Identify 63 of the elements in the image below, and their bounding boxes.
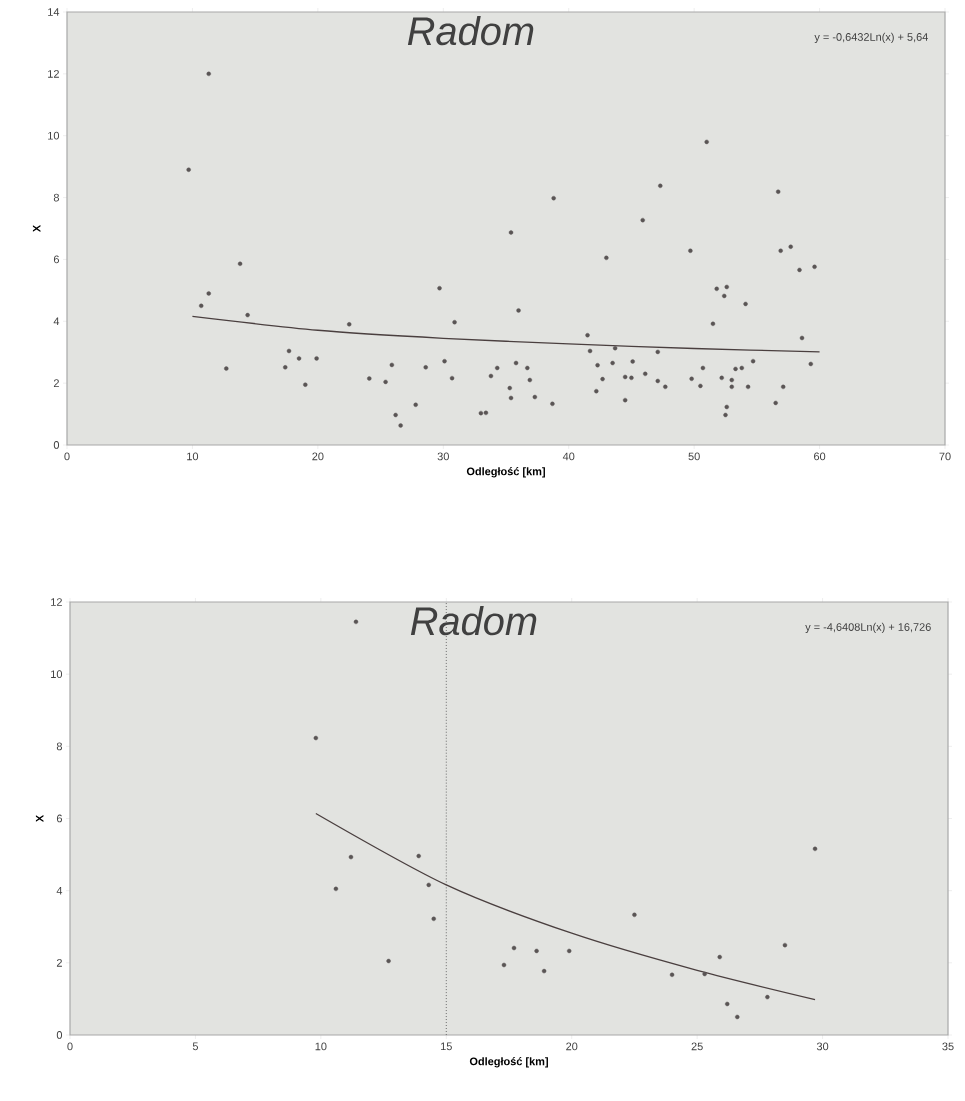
y-tick-label: 8 [56,742,62,751]
x-tick-label: 20 [312,452,324,461]
point [735,1014,740,1020]
point [353,619,359,625]
point [348,854,354,860]
y-tick-label: 10 [51,670,63,679]
x-tick-label: 50 [688,452,700,461]
annotation: y = -0,6432Ln(x) + 5,64 [814,32,928,44]
point [632,912,637,918]
y-tick-label: 8 [53,193,59,202]
x-tick-label: 10 [187,452,199,461]
point [567,948,572,954]
x-axis-title: Odległość [km] [466,467,545,478]
y-tick-label: 6 [53,255,59,264]
point [541,968,547,974]
point [386,958,391,964]
point [416,853,421,859]
annotation: y = -4,6408Ln(x) + 16,726 [805,622,931,634]
y-tick-label: 6 [56,814,62,823]
point [812,846,818,851]
y-tick-label: 0 [53,441,60,449]
x-tick-label: 20 [566,1042,578,1051]
point [669,972,675,977]
point [765,994,770,1000]
point [717,954,722,960]
line-series [315,812,816,1001]
y-axis-title: X [35,814,44,823]
y-tick-label: 12 [51,598,62,606]
x-tick-label: 35 [942,1042,954,1051]
point [511,945,517,951]
y-tick-label: 12 [48,70,59,78]
point [702,971,707,977]
y-tick-label: 4 [53,317,60,326]
x-tick-label: 70 [939,452,951,461]
x-axis-title: Odległość [km] [469,1057,548,1068]
x-tick-label: 10 [315,1042,327,1051]
point [313,735,319,741]
x-tick-label: 30 [437,452,449,461]
chart-title: Radom [410,606,537,636]
x-tick-label: 5 [192,1042,199,1051]
point [426,882,431,888]
x-tick-label: 30 [816,1042,829,1051]
x-tick-label: 40 [562,452,575,461]
chart-title: Radom [407,16,534,46]
y-axis-title: X [32,224,41,233]
x-tick-label: 15 [441,1042,452,1051]
y-tick-label: 0 [56,1031,63,1039]
point [333,886,339,892]
line-series [191,315,821,353]
y-tick-label: 2 [53,379,59,387]
point [725,1001,730,1007]
x-tick-label: 0 [64,452,70,461]
y-tick-label: 4 [56,886,63,895]
y-tick-label: 14 [48,8,60,16]
point [431,916,436,921]
x-tick-label: 60 [814,452,826,461]
point [534,948,539,954]
x-tick-label: 0 [67,1042,73,1051]
y-tick-label: 2 [56,959,62,967]
point [782,942,788,948]
point [501,962,507,968]
x-tick-label: 25 [691,1042,703,1051]
y-tick-label: 10 [48,131,60,140]
